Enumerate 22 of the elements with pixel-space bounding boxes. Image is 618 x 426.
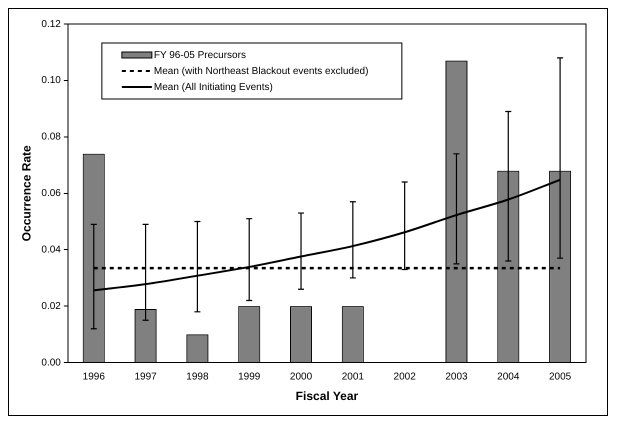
y-tick-label: 0.10 [41, 75, 62, 86]
x-tick-label: 1996 [82, 371, 106, 382]
legend-label: FY 96-05 Precursors [154, 50, 246, 61]
x-tick-label: 2004 [497, 371, 520, 382]
legend-label: Mean (All Initiating Events) [154, 82, 273, 93]
y-tick-label: 0.08 [41, 132, 62, 143]
y-tick-label: 0.06 [41, 188, 62, 200]
x-tick-label: 2003 [445, 371, 468, 382]
x-tick-label: 2001 [342, 371, 364, 382]
y-axis-title: Occurrence Rate [20, 144, 34, 242]
x-tick-label: 2005 [548, 371, 572, 382]
y-tick-label: 0.02 [41, 300, 62, 312]
x-tick-label: 2002 [394, 371, 416, 382]
x-tick-label: 2000 [290, 371, 313, 382]
x-tick-label: 1998 [186, 371, 209, 382]
x-tick-label: 1999 [238, 371, 261, 382]
x-tick-label: 1997 [134, 371, 158, 382]
x-axis-title: Fiscal Year [296, 389, 359, 404]
y-tick-label: 0.04 [41, 244, 62, 256]
y-tick-label: 0.12 [41, 18, 62, 30]
y-tick-label: 0.00 [41, 357, 62, 368]
legend-label: Mean (with Northeast Blackout events excluded) [154, 66, 368, 77]
